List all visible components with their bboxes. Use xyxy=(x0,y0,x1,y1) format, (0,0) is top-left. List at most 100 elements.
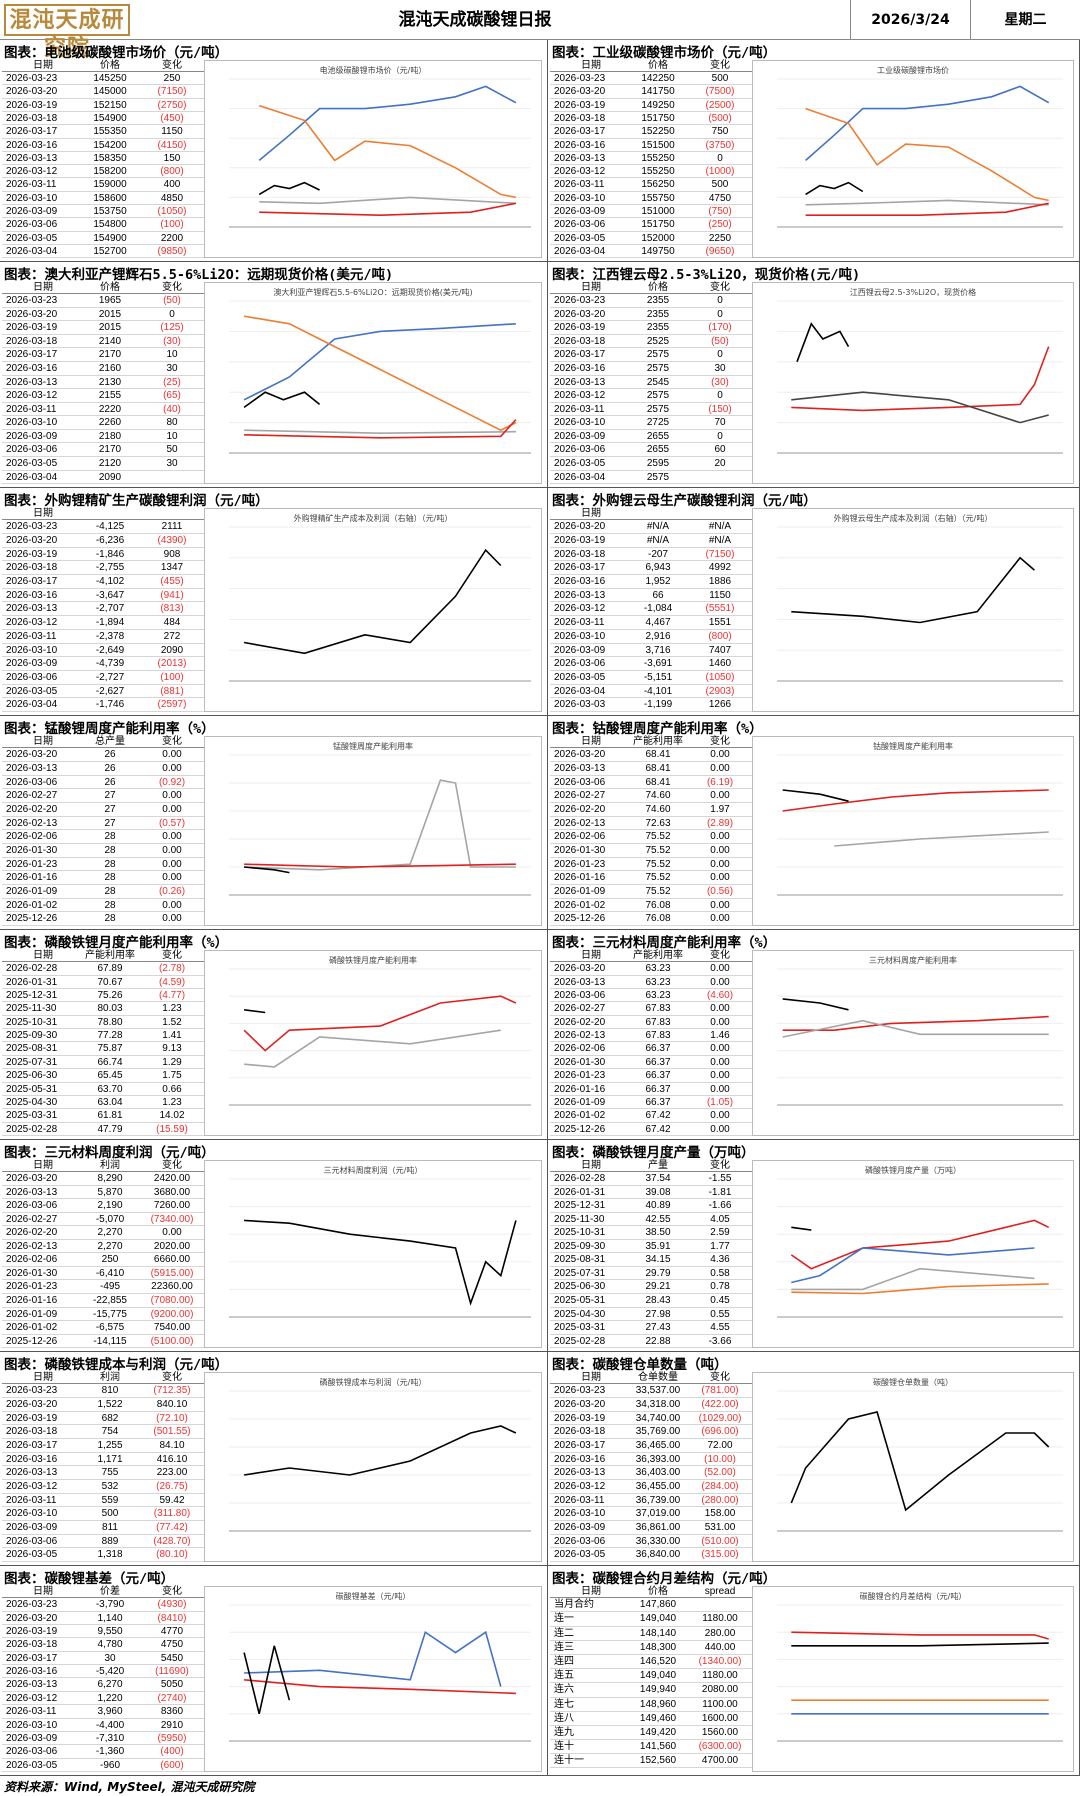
table-cell: 416.10 xyxy=(156,1453,188,1465)
table-row: 2026-01-31 70.67 (4.59) xyxy=(2,976,204,989)
table-header: 日期 产能利用率 变化 xyxy=(2,949,204,963)
table-cell: -4,101 xyxy=(643,685,673,697)
table-cell: 2170 xyxy=(98,349,122,361)
table-cell: 10 xyxy=(166,430,178,442)
chart-svg: 磷酸铁锂月度产量（万吨） xyxy=(777,1165,1063,1318)
table-cell: (250) xyxy=(708,219,732,231)
table-cell: 2026-03-16 xyxy=(554,576,606,587)
table-cell: 1150 xyxy=(709,589,731,601)
table-cell: 连十 xyxy=(554,1741,574,1753)
table-row: 2026-03-13 68.41 0.00 xyxy=(550,762,752,776)
table-cell: -6,575 xyxy=(95,1322,125,1334)
table-header-cell: spread xyxy=(704,1586,736,1597)
table-cell: 2725 xyxy=(646,417,670,429)
table-cell: 2026-01-09 xyxy=(6,1308,58,1320)
table-cell: 2575 xyxy=(646,471,670,483)
table-cell: 155350 xyxy=(93,126,127,138)
table-cell: 2026-03-13 xyxy=(554,762,606,774)
table-cell: 22360.00 xyxy=(151,1281,193,1293)
series-line xyxy=(791,346,1050,412)
table-row: 2026-03-23 1965 (50) xyxy=(2,294,204,308)
table-cell: 1,952 xyxy=(645,576,671,587)
table-header-cell: 变化 xyxy=(710,736,730,747)
table-row: 2026-01-23 66.37 0.00 xyxy=(550,1069,752,1083)
table-cell: 66.37 xyxy=(645,1083,671,1095)
table-row: 2026-03-20 26 0.00 xyxy=(2,748,204,762)
panel-10: 图表：三元材料周度产能利用率（%） 日期 产能利用率 变化 2026-03-20 63.2… xyxy=(548,930,1080,1140)
panel-title: 图表：三元材料周度利润（元/吨） xyxy=(4,1145,215,1161)
series-line xyxy=(834,831,1049,847)
table-cell: 7260.00 xyxy=(153,1200,191,1212)
chart-title: 钴酸锂周度产能利用率 xyxy=(873,741,953,751)
table-cell: -5,420 xyxy=(95,1666,125,1678)
table-cell: 38.50 xyxy=(645,1227,671,1239)
table-cell: 440.00 xyxy=(704,1641,736,1653)
table-cell: 3,716 xyxy=(645,644,671,656)
table-cell: 6,270 xyxy=(97,1679,123,1691)
table-cell: 63.23 xyxy=(645,989,671,1001)
table-cell: 2026-03-17 xyxy=(554,349,606,361)
table-cell: 2026-03-23 xyxy=(6,1599,58,1611)
table-cell: 2026-02-28 xyxy=(554,1173,606,1185)
table-header-cell: 日期 xyxy=(33,950,53,961)
table-cell: (600) xyxy=(160,1759,184,1771)
table-row: 2026-01-16 -22,855 (7080.00) xyxy=(2,1294,204,1308)
table-cell: (450) xyxy=(160,113,184,125)
series-line xyxy=(259,196,516,205)
table-cell: 2026-03-12 xyxy=(6,617,58,629)
table-cell: (40) xyxy=(163,403,181,415)
table-row: 2026-03-12 1,220 (2740) xyxy=(2,1692,204,1706)
table-cell: 2026-01-30 xyxy=(554,1056,606,1068)
table-cell: -15,775 xyxy=(93,1308,127,1320)
table-row: 连二 148,140 280.00 xyxy=(550,1627,752,1641)
table-row: 2026-03-23 145250 250 xyxy=(2,72,204,86)
table-cell: 0 xyxy=(717,430,723,442)
table-cell: 2026-03-18 xyxy=(554,1426,606,1438)
table-cell: 1180.00 xyxy=(702,1670,738,1682)
table-cell: 4700.00 xyxy=(701,1755,739,1767)
table-cell: 2026-02-20 xyxy=(6,803,58,815)
table-cell: -4,125 xyxy=(95,521,125,533)
table-cell: 754 xyxy=(101,1426,119,1438)
table-header-cell: 变化 xyxy=(162,1586,182,1597)
table-row: 2026-01-31 39.08 -1.81 xyxy=(550,1186,752,1200)
table-cell: 2.59 xyxy=(710,1227,730,1239)
table-row: 2026-02-27 74.60 0.00 xyxy=(550,789,752,803)
panel-title: 图表：三元材料周度产能利用率（%） xyxy=(552,935,777,951)
table-row: 2026-01-30 75.52 0.00 xyxy=(550,844,752,858)
chart-title: 碳酸锂仓单数量（吨） xyxy=(873,1377,953,1387)
chart-svg: 碳酸锂合约月差结构（元/吨） xyxy=(777,1591,1063,1742)
chart-title: 江西锂云母2.5-3%Li2O，现货价格 xyxy=(850,287,976,297)
table-cell: 2026-03-10 xyxy=(6,644,58,656)
table-cell: 2026-03-06 xyxy=(6,1746,58,1758)
table-cell: 26 xyxy=(104,776,116,788)
table-header: 日期 价格 spread xyxy=(550,1585,752,1599)
table-cell: 2140 xyxy=(98,335,122,347)
table-cell: 500 xyxy=(711,73,729,85)
table-header-cell: 变化 xyxy=(162,60,182,71)
panel-title: 图表：碳酸锂合约月差结构（元/吨） xyxy=(552,1571,777,1587)
table-row: 2026-02-20 67.83 0.00 xyxy=(550,1016,752,1030)
table-cell: 2026-03-23 xyxy=(554,73,606,85)
table-cell: 149,040 xyxy=(639,1613,677,1625)
table-cell: (712.35) xyxy=(153,1385,191,1397)
series-line xyxy=(243,1645,291,1714)
table-cell: 2026-03-20 xyxy=(6,749,58,761)
table-cell: 36,861.00 xyxy=(635,1522,681,1534)
chart-area: 碳酸锂基差（元/吨） xyxy=(204,1586,542,1772)
table-row: 2026-01-23 28 0.00 xyxy=(2,858,204,872)
table-row: 2026-03-13 2130 (25) xyxy=(2,376,204,390)
chart-area: 钴酸锂周度产能利用率 xyxy=(752,736,1074,926)
table-cell: 2545 xyxy=(646,376,670,388)
table-row: 2026-02-20 27 0.00 xyxy=(2,803,204,817)
table-cell: 67.83 xyxy=(645,1016,671,1028)
table-cell: (800) xyxy=(160,166,184,178)
table-cell: 152000 xyxy=(641,232,675,244)
table-cell: 2025-12-26 xyxy=(554,1123,606,1135)
table-cell: 2026-03-06 xyxy=(554,444,606,456)
table-header-cell: 日期 xyxy=(33,282,53,293)
table-cell: 2025-11-30 xyxy=(6,1003,57,1015)
chart-svg: 磷酸铁锂成本与利润（元/吨） xyxy=(229,1377,531,1532)
table-cell: 2026-03-06 xyxy=(6,444,58,456)
table-cell: -7,310 xyxy=(95,1732,125,1744)
